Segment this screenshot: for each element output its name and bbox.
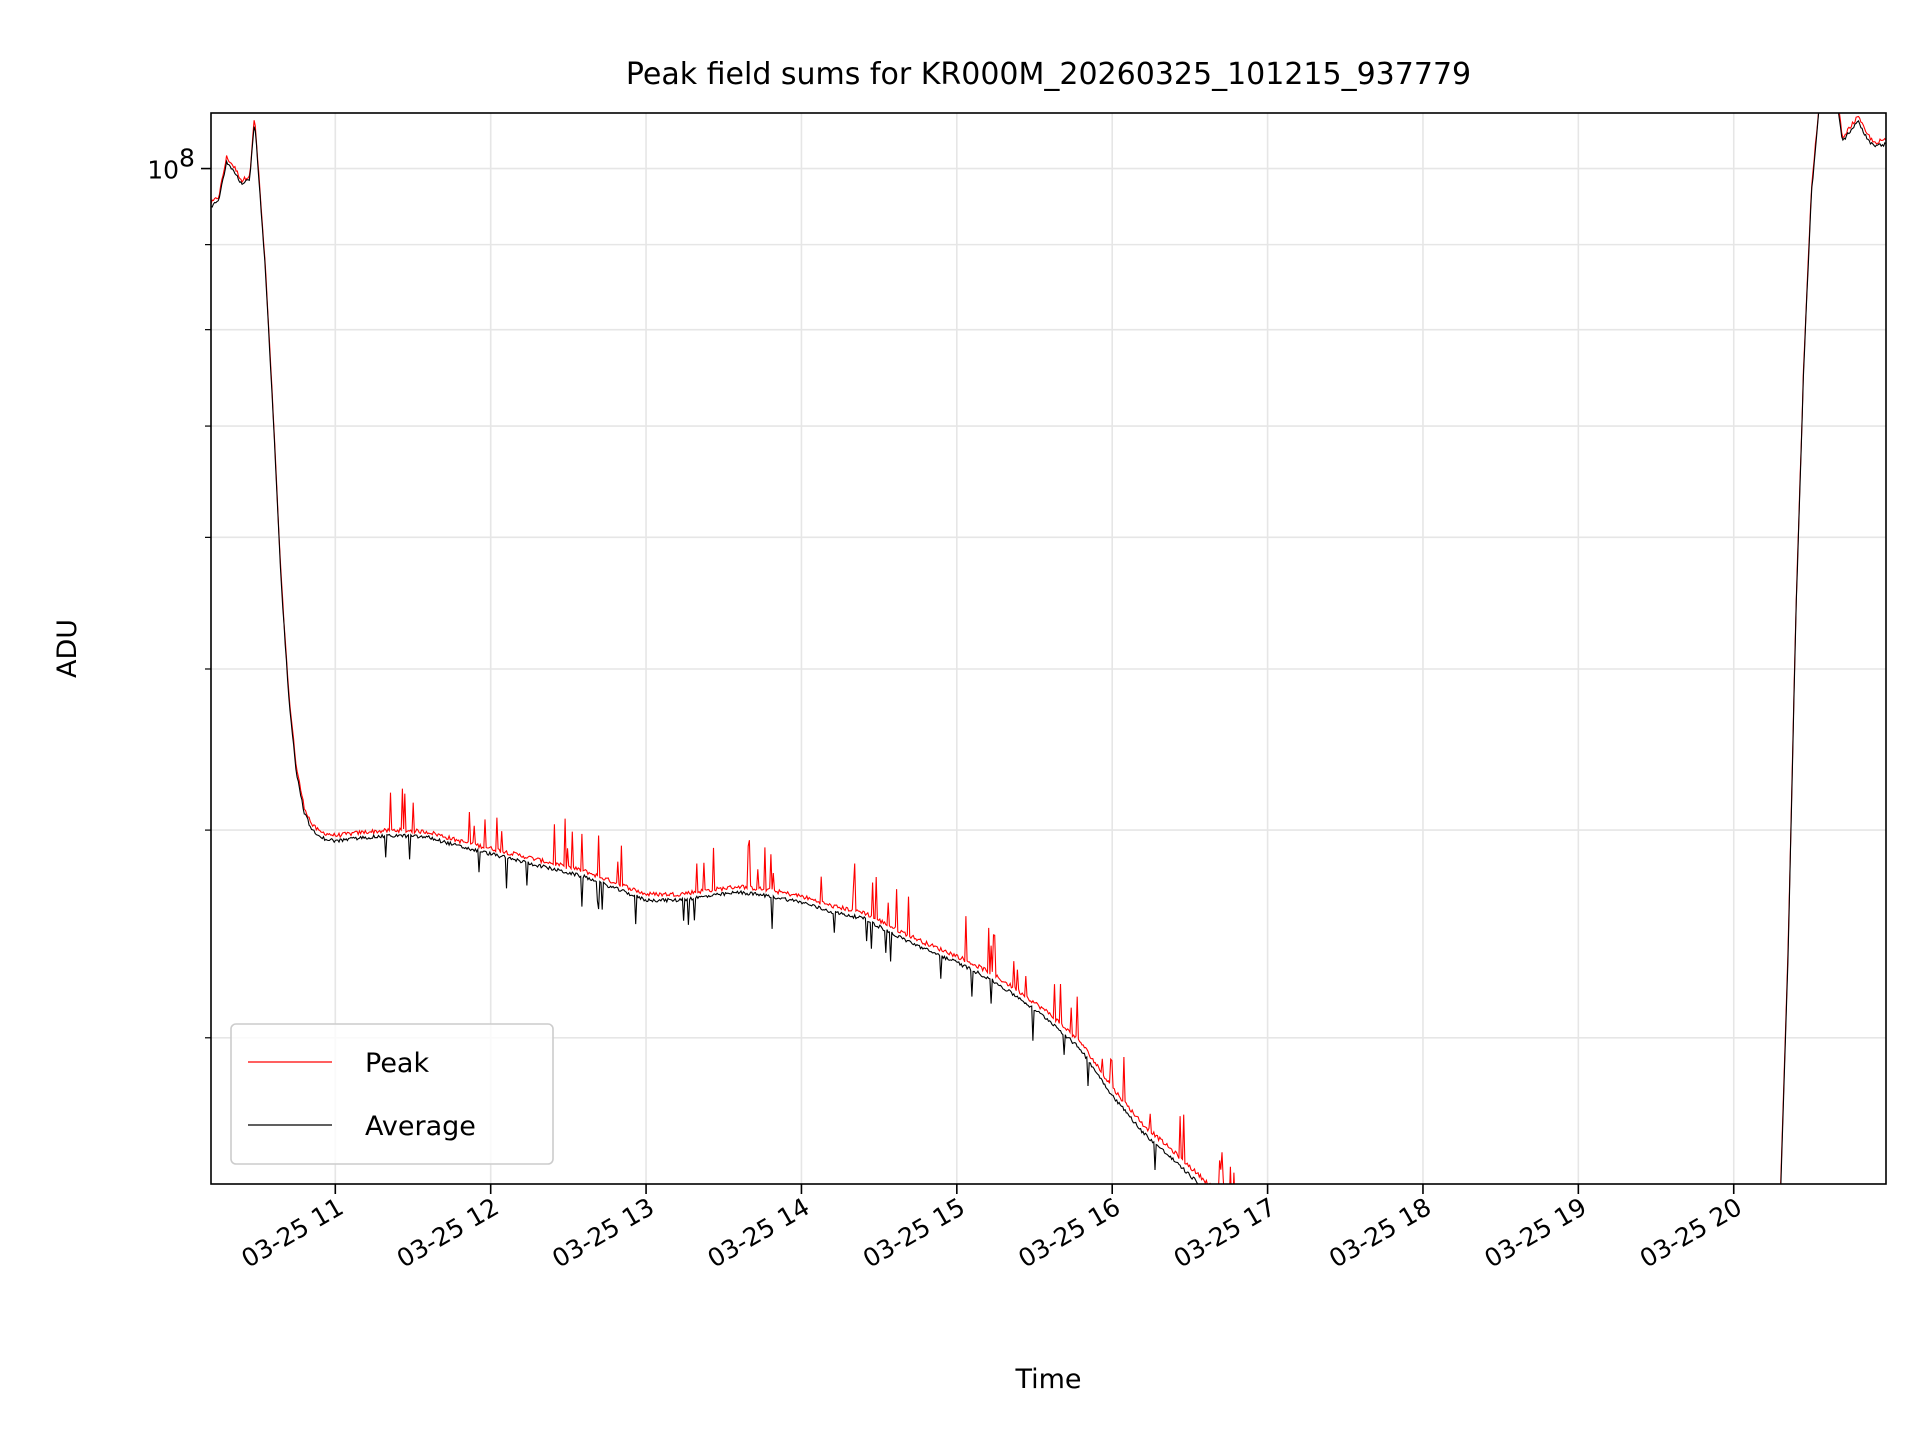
chart-title: Peak field sums for KR000M_20260325_1012…: [626, 57, 1471, 92]
series-line-peak: [211, 113, 1886, 1184]
x-axis-label: Time: [1014, 1364, 1081, 1395]
legend-box: [230, 1023, 554, 1165]
y-tick-label-exponent: 8: [179, 144, 195, 173]
y-axis-ticks: 10 8: [147, 144, 211, 1039]
legend-label-average: Average: [365, 1111, 476, 1142]
legend-label-peak: Peak: [365, 1048, 429, 1079]
series-line-average: [211, 113, 1886, 1184]
y-tick-label: 10: [147, 156, 179, 185]
legend: Peak Average: [230, 1023, 554, 1165]
y-axis-label: ADU: [52, 619, 83, 678]
series-layer: [211, 113, 1886, 1184]
grid: [211, 113, 1886, 1184]
plot-frame: [210, 112, 1887, 1185]
